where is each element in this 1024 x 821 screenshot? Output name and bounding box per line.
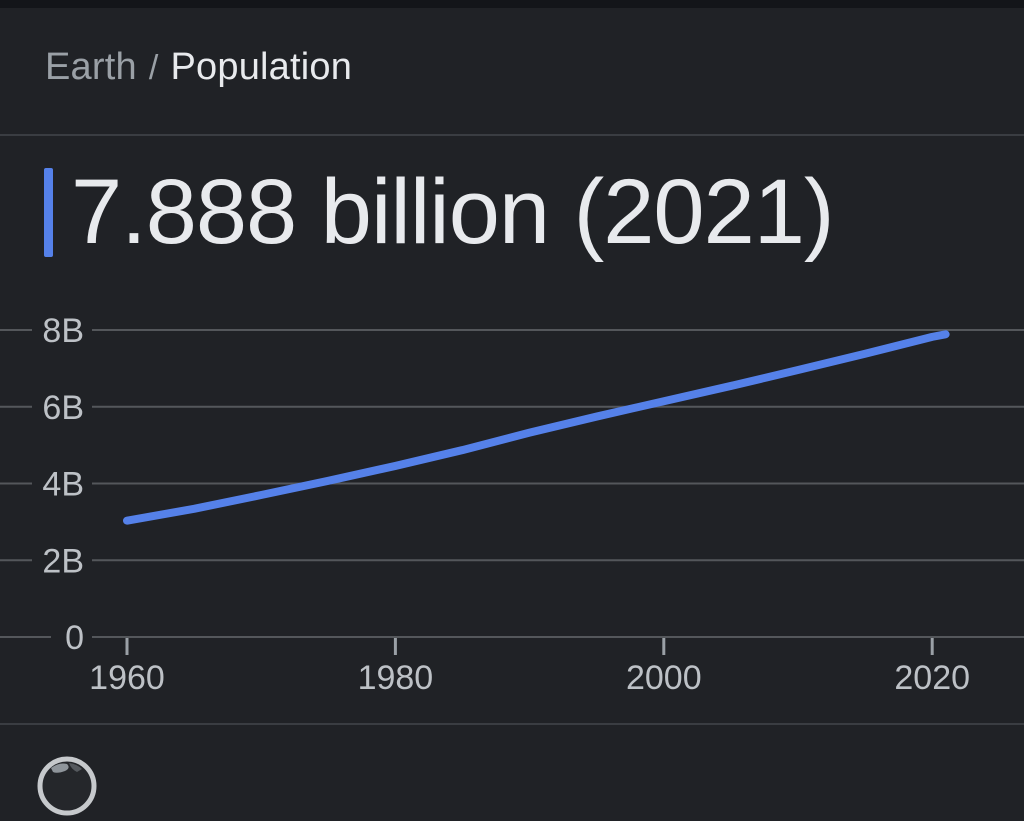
svg-text:6B: 6B xyxy=(42,389,84,427)
breadcrumb-attribute[interactable]: Population xyxy=(170,46,353,88)
population-chart[interactable]: 0 2B 4B 6B 8B 1960 1980 2000 2020 xyxy=(0,300,1024,710)
svg-text:2000: 2000 xyxy=(626,659,702,697)
globe-icon[interactable] xyxy=(37,756,97,816)
breadcrumb-separator: / xyxy=(148,49,159,87)
header-divider xyxy=(0,134,1024,136)
headline-accent-bar xyxy=(44,168,53,257)
headline-value: 7.888 billion (2021) xyxy=(71,161,835,263)
svg-text:0: 0 xyxy=(65,619,84,657)
svg-text:4B: 4B xyxy=(42,466,84,504)
headline: 7.888 billion (2021) xyxy=(44,161,835,263)
breadcrumb-entity[interactable]: Earth xyxy=(45,46,137,88)
breadcrumb: Earth / Population xyxy=(45,44,352,91)
footer-divider xyxy=(0,723,1024,725)
svg-text:2020: 2020 xyxy=(894,659,970,697)
top-edge-strip xyxy=(0,0,1024,8)
svg-text:1960: 1960 xyxy=(89,659,165,697)
svg-text:2B: 2B xyxy=(42,542,84,580)
svg-text:8B: 8B xyxy=(42,312,84,350)
svg-text:1980: 1980 xyxy=(358,659,434,697)
